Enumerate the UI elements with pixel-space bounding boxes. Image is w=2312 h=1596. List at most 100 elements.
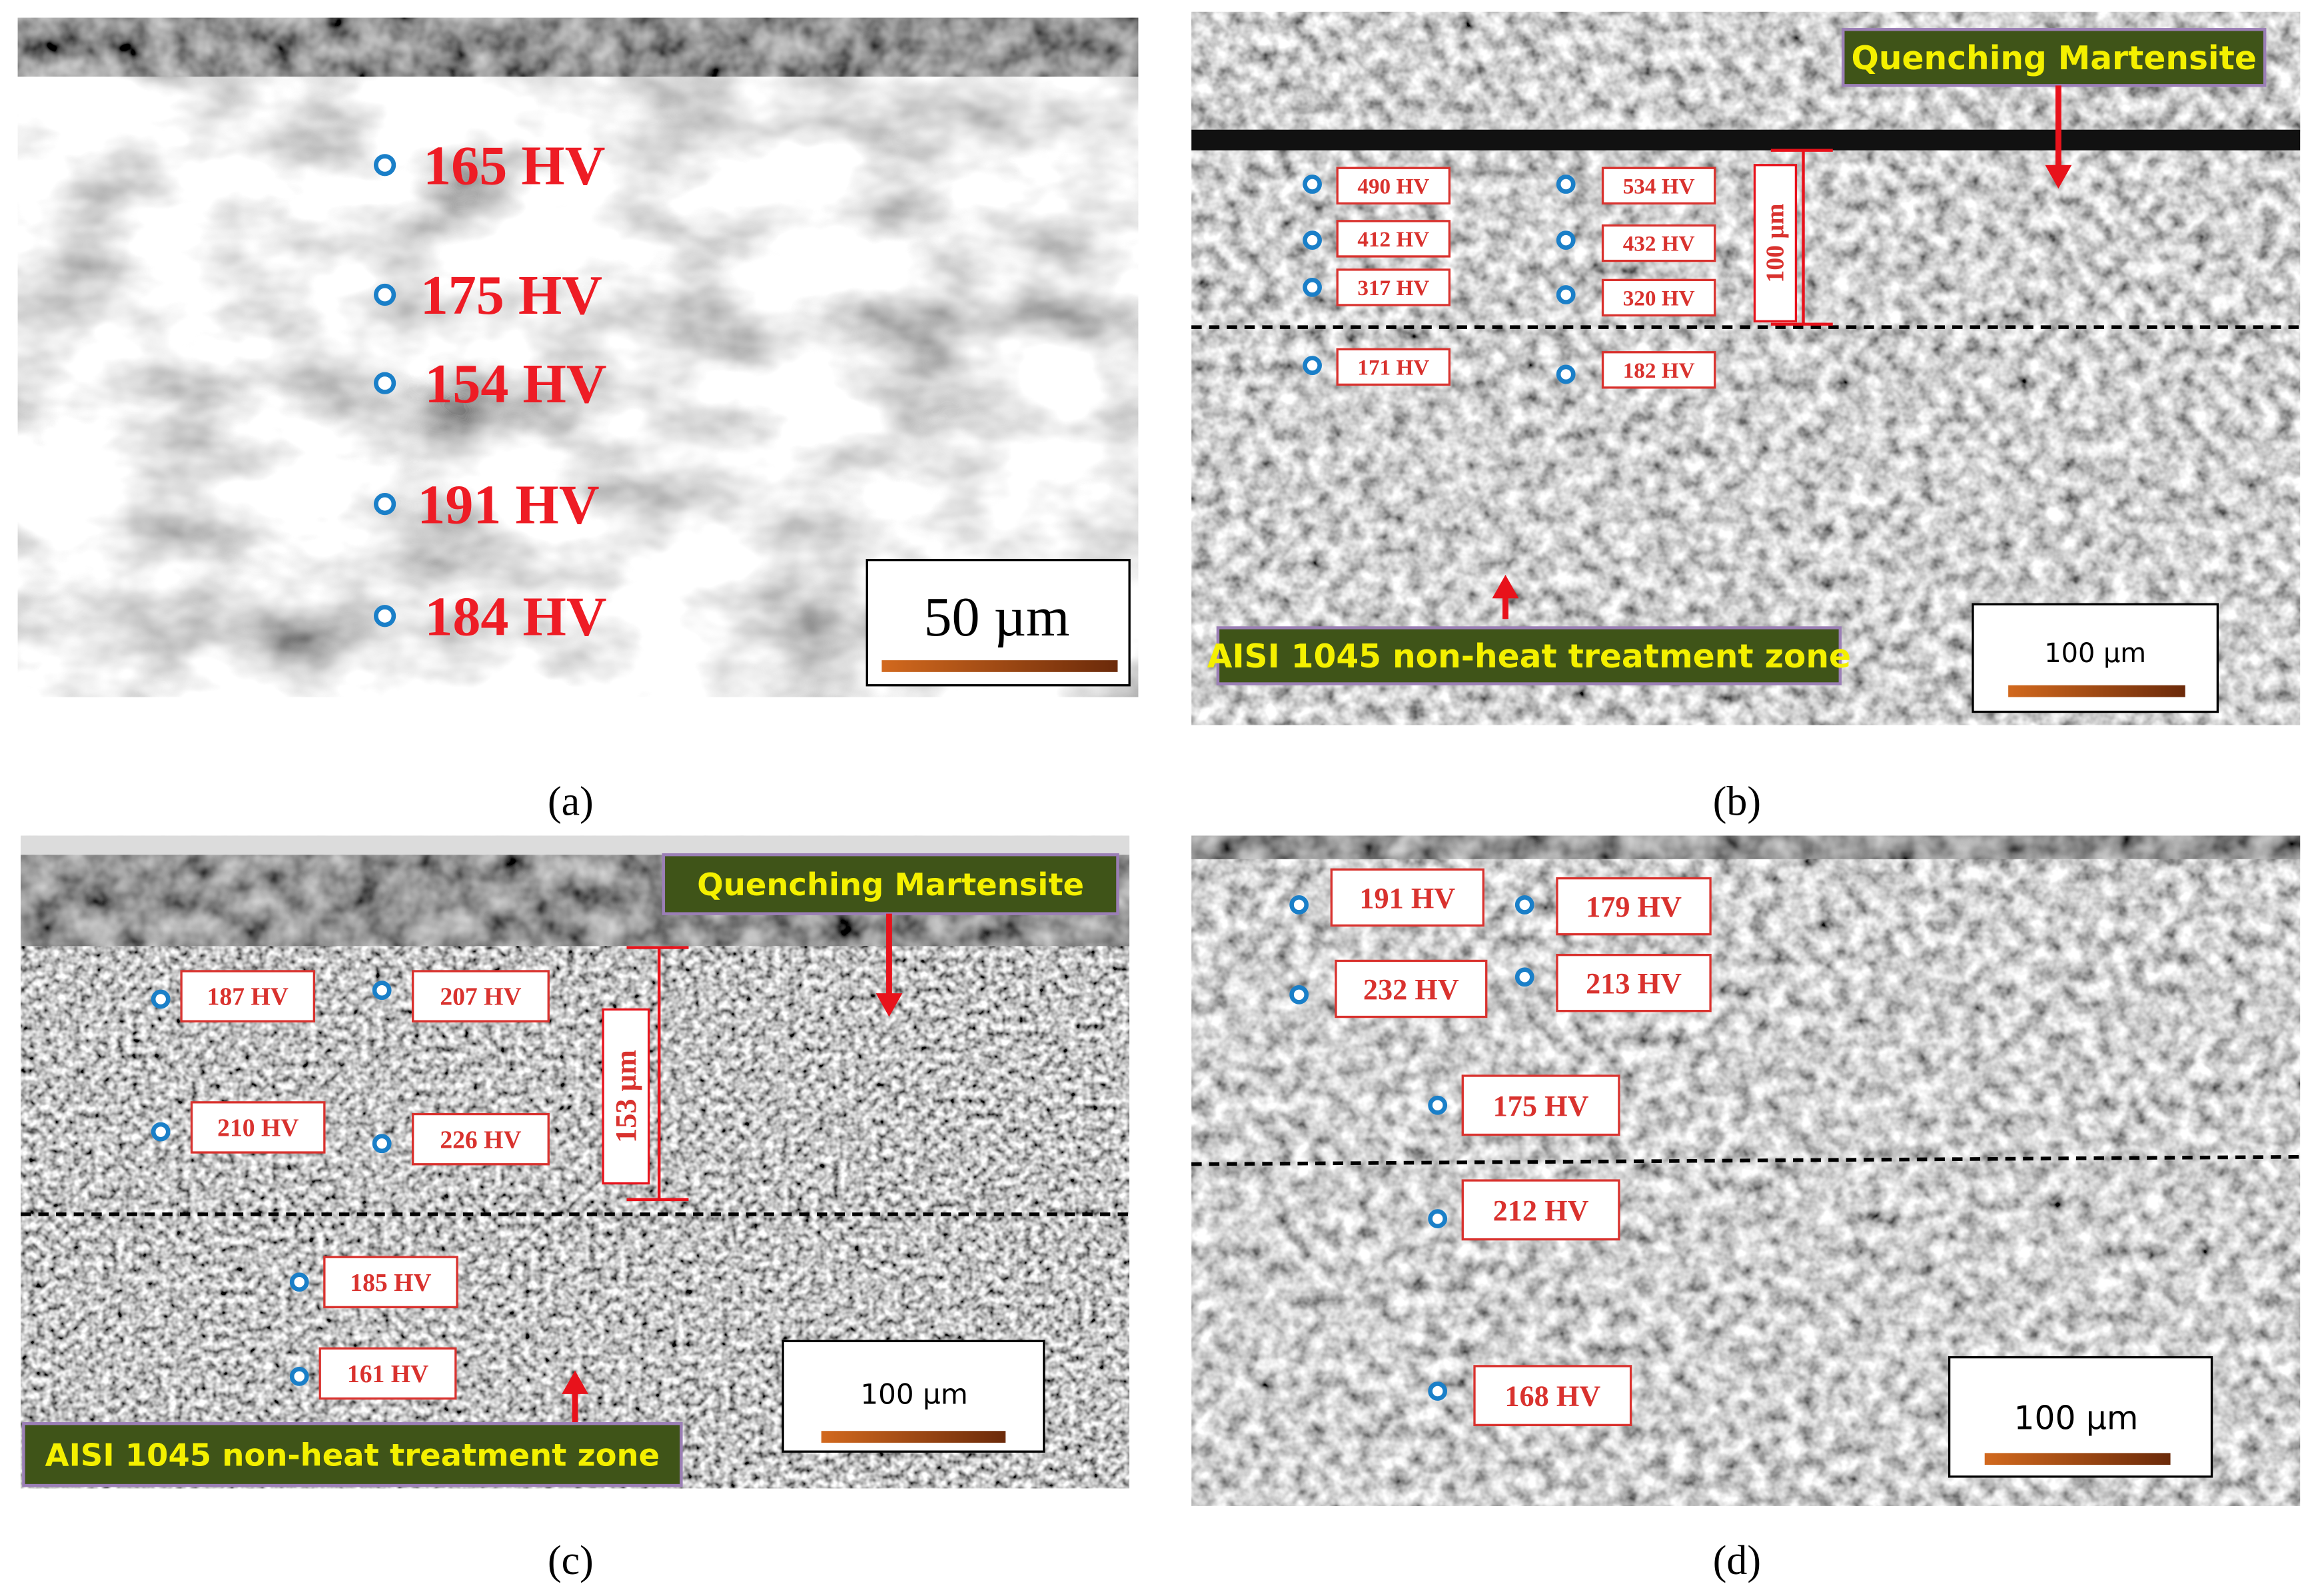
hardness-label: 412 HV <box>1357 227 1429 252</box>
hardness-label: 185 HV <box>350 1269 431 1297</box>
dimension-label: 100 µm <box>1761 204 1789 283</box>
label-box <box>1336 167 1451 204</box>
label-box <box>1461 1179 1620 1241</box>
zone-label: Quenching Martensite <box>1852 40 2257 77</box>
indent-point <box>1556 230 1576 250</box>
hardness-label: 317 HV <box>1357 276 1429 300</box>
hardness-label: 320 HV <box>1623 286 1695 311</box>
indent-point <box>289 1272 309 1292</box>
hardness-label: 213 HV <box>1586 967 1682 1000</box>
label-box <box>1335 959 1488 1018</box>
indent-point <box>373 283 396 306</box>
texture <box>1191 835 2301 859</box>
label-box <box>1601 278 1716 317</box>
indent-point <box>1303 175 1322 194</box>
indent-point <box>372 981 392 1000</box>
hardness-label: 226 HV <box>440 1126 521 1154</box>
arrow-head <box>1492 574 1519 599</box>
indent-point <box>1289 895 1309 915</box>
hardness-label: 432 HV <box>1623 232 1695 256</box>
scale-bar <box>2008 685 2185 697</box>
hardness-label: 534 HV <box>1623 174 1695 199</box>
panel: 187 HV 207 HV 210 HV 226 HV 185 HV 161 HV 153 … <box>20 835 1130 1583</box>
label-box <box>1601 351 1716 389</box>
indent-point <box>1428 1095 1448 1115</box>
texture <box>20 835 1130 855</box>
indent-point <box>373 493 396 516</box>
hardness-label: 191 HV <box>1359 882 1455 915</box>
texture <box>1191 129 2301 151</box>
scale-bar <box>1984 1453 2171 1465</box>
indent-point <box>1289 985 1309 1004</box>
label-box <box>1336 348 1451 386</box>
panel-caption: (c) <box>548 1538 594 1583</box>
zone-box <box>1216 626 1842 685</box>
scale-label: 100 µm <box>2014 1399 2139 1437</box>
hardness-label: 184 HV <box>424 586 606 648</box>
indent-point <box>373 154 396 177</box>
panel: 191 HV 179 HV 232 HV 213 HV 175 HV 212 HV 168 … <box>1191 835 2301 1583</box>
zone-box <box>1842 28 2267 87</box>
hardness-label: 210 HV <box>217 1114 298 1142</box>
hardness-label: 179 HV <box>1586 891 1682 923</box>
label-box <box>1336 268 1451 306</box>
dimension-box <box>1753 164 1798 322</box>
scale-label: 100 µm <box>2044 638 2146 669</box>
arrow-head <box>2045 165 2072 189</box>
hardness-label: 175 HV <box>1493 1090 1589 1122</box>
hardness-label: 175 HV <box>420 264 602 326</box>
arrow-head <box>875 993 903 1017</box>
label-box <box>1556 953 1712 1012</box>
scale-bar <box>821 1431 1006 1443</box>
zone-box <box>22 1421 683 1487</box>
hardness-label: 154 HV <box>424 353 606 415</box>
indent-point <box>373 372 396 394</box>
label-box <box>1336 220 1451 258</box>
hardness-label: 171 HV <box>1357 356 1429 380</box>
label-box <box>180 970 316 1022</box>
zone-boundary <box>1191 1154 2301 1166</box>
indent-point <box>1556 364 1576 384</box>
indent-point <box>1303 278 1322 297</box>
label-box <box>318 1347 457 1400</box>
panel: 165 HV 175 HV 154 HV 191 HV 184 HV 50 µm (a) <box>17 17 1139 824</box>
panel-caption: (a) <box>548 779 594 824</box>
indent-point <box>289 1366 309 1386</box>
hardness-label: 232 HV <box>1363 973 1459 1006</box>
zone-label: Quenching Martensite <box>697 867 1084 903</box>
indent-point <box>151 1122 171 1142</box>
hardness-label: 187 HV <box>207 983 289 1011</box>
panel: 490 HV 412 HV 317 HV 171 HV 534 HV 432 HV 320 … <box>1191 11 2301 824</box>
label-box <box>1601 224 1716 262</box>
texture <box>17 17 1139 77</box>
label-box <box>323 1256 458 1309</box>
indent-point <box>1428 1209 1448 1229</box>
indent-point <box>1556 175 1576 194</box>
label-box <box>1330 868 1484 927</box>
hardness-label: 490 HV <box>1357 174 1429 199</box>
indent-point <box>151 989 171 1009</box>
label-box <box>411 1112 550 1166</box>
hardness-label: 182 HV <box>1623 358 1695 383</box>
indent-point <box>1428 1382 1448 1401</box>
label-box <box>1556 877 1712 936</box>
hardness-label: 168 HV <box>1504 1380 1600 1413</box>
indent-point <box>1514 967 1534 987</box>
scale-label: 100 µm <box>860 1378 967 1411</box>
label-box <box>191 1101 326 1154</box>
indent-point <box>372 1134 392 1154</box>
zone-label: AISI 1045 non-heat treatment zone <box>45 1437 660 1473</box>
zone-label: AISI 1045 non-heat treatment zone <box>1207 638 1851 675</box>
label-box <box>1473 1365 1632 1427</box>
micrograph <box>17 17 1139 697</box>
dimension-label: 153 µm <box>610 1050 642 1143</box>
hardness-label: 191 HV <box>417 474 599 536</box>
label-box <box>1601 167 1716 204</box>
arrow-head <box>562 1370 588 1394</box>
indent-point <box>1303 230 1322 250</box>
panel-caption: (d) <box>1713 1538 1761 1583</box>
hardness-label: 161 HV <box>347 1360 428 1388</box>
panel-caption: (b) <box>1713 779 1761 824</box>
